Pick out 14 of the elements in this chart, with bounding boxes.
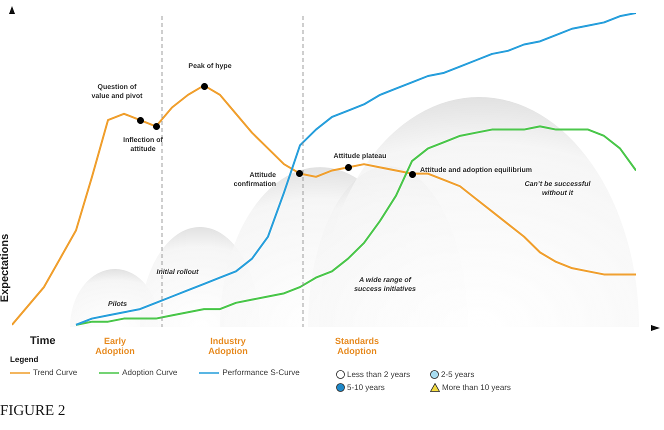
text: Early Adoption (95, 336, 135, 356)
legend-label: Adoption Curve (121, 368, 178, 377)
text: More than 10 years (442, 383, 511, 392)
text: Standards Adoption (334, 336, 379, 356)
x-axis-title: Time (30, 335, 56, 347)
text: FIGURE 2 (0, 403, 66, 420)
y-axis-title: Expectations (0, 233, 11, 303)
text: Industry Adoption (208, 336, 248, 356)
legend-label: Performance S-Curve (221, 368, 300, 377)
text: 2-5 years (441, 370, 474, 379)
text: Less than 2 years (347, 370, 410, 379)
legend-title: Legend (10, 355, 40, 364)
legend-label: Trend Curve (32, 368, 78, 377)
text: 5-10 years (347, 383, 385, 392)
